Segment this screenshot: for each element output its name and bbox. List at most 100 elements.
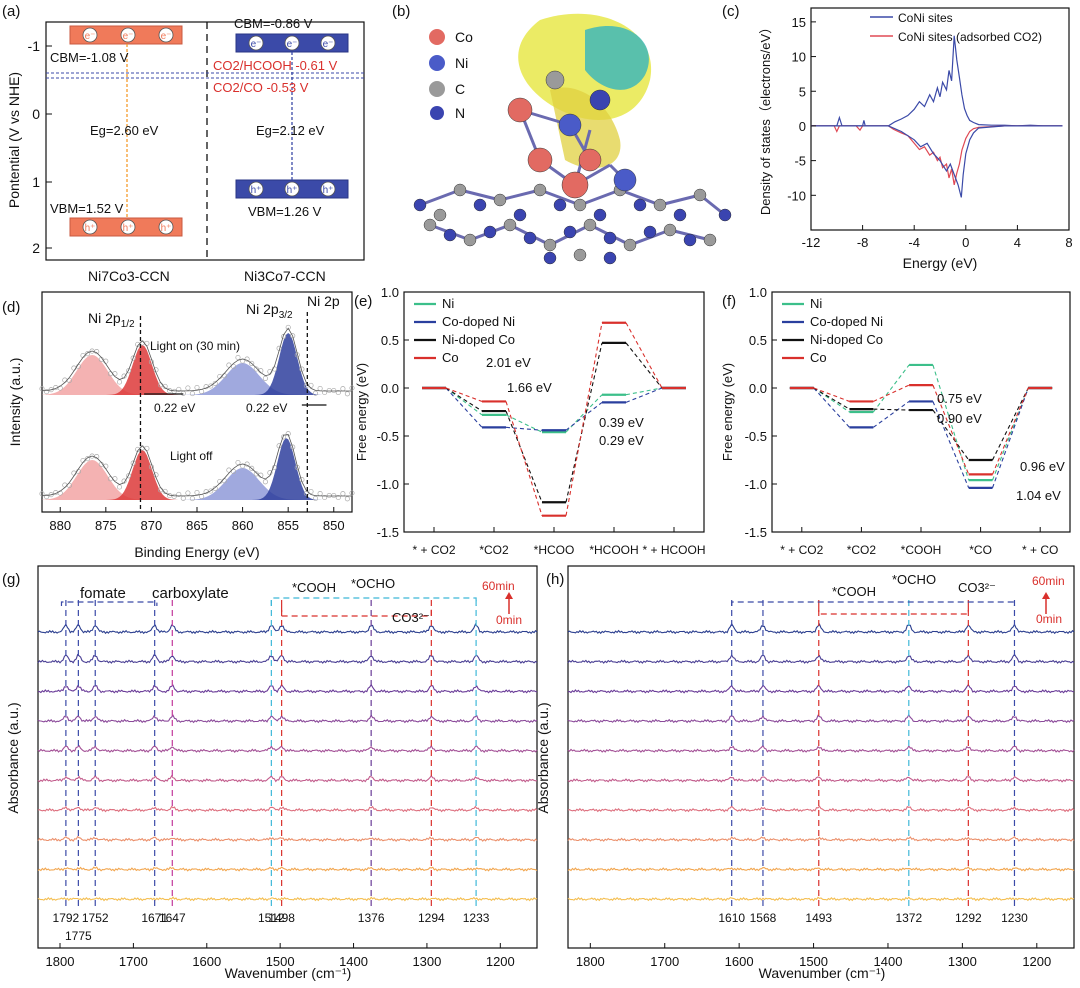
xps-raw-point: [230, 468, 237, 474]
xps-raw-point: [244, 356, 250, 362]
ftir-peak-label: 1292: [955, 911, 982, 925]
xps-raw-point: [331, 387, 337, 394]
ftir-xtick-label: 1400: [339, 954, 368, 969]
atom: [543, 238, 557, 252]
atom: [493, 193, 507, 207]
panel-d: (d) 880 875 870 865 860 855 850 Ni 2p1/2 Ni 2p…: [2, 291, 355, 560]
ftir-peak-label: 1376: [358, 911, 385, 925]
fe-ytick-label: -0.5: [377, 429, 399, 444]
dos-xtick-label: -4: [908, 235, 920, 250]
atom: [443, 228, 457, 242]
dos-xtick-label: -8: [857, 235, 869, 250]
ftir-xtick-label: 1200: [486, 954, 515, 969]
ftir-curve: [37, 653, 538, 664]
ftir-curve: [37, 774, 538, 783]
fe-connector: [872, 364, 910, 413]
ftir-xtick-label: 1500: [266, 954, 295, 969]
dos-ytick-label: 15: [792, 15, 806, 30]
ftir-g-ylabel: Absorbance (a.u.): [5, 702, 21, 813]
fe-e-ann-4: 0.29 eV: [599, 433, 644, 448]
atom: [527, 147, 553, 173]
ftir-xtick-label: 1300: [948, 954, 977, 969]
legend-dot-n: [430, 106, 444, 120]
xps-raw-point: [44, 389, 50, 395]
fe-connector: [873, 408, 910, 411]
fe-category-label: * + CO2: [780, 543, 823, 557]
ftir-peak-label: 1568: [750, 911, 777, 925]
fe-ytick-label: -1.0: [377, 477, 399, 492]
xps-label-ni2p: Ni 2p: [307, 293, 340, 309]
ftir-h-label-co3: CO3²⁻: [958, 580, 996, 595]
ftir-curve: [37, 744, 538, 753]
ftir-peak-label: 1294: [418, 911, 445, 925]
eg-right: Eg=2.12 eV: [256, 123, 325, 138]
xps-light-on: Light on (30 min): [150, 339, 240, 353]
fe-ytick-label: 0.5: [381, 333, 399, 348]
dos-xtick-label: 4: [1014, 235, 1021, 250]
legend-co: Co: [455, 29, 473, 45]
atom: [513, 208, 527, 222]
xps-xlabel: Binding Energy (eV): [134, 544, 259, 560]
xps-raw-point: [230, 363, 237, 369]
xps-raw-point: [189, 391, 195, 397]
xps-raw-point: [171, 493, 177, 499]
fe-legend-label: Co-doped Ni: [810, 314, 883, 329]
xps-raw-point: [290, 444, 296, 450]
fe-legend-label: Ni-doped Co: [810, 332, 883, 347]
xps-raw-point: [39, 491, 45, 497]
atom: [663, 223, 677, 237]
dos-series-line: [811, 125, 1063, 198]
atom: [423, 218, 437, 232]
fe-ytick-label: 1.0: [381, 285, 399, 300]
legend-dot-c: [429, 81, 445, 97]
carrier-label: h⁺: [161, 223, 172, 234]
ftir-h-label-ocho: *OCHO: [892, 572, 936, 587]
dos-series-line: [811, 125, 1063, 186]
panel-h: (h) 1610 1568 1493 1372 1292 1230 1800 1700 1600…: [535, 565, 1075, 981]
atom: [453, 183, 467, 197]
fe-connector: [813, 387, 850, 428]
ftir-xtick-label: 1400: [874, 954, 903, 969]
ftir-group-bracket: [818, 606, 969, 615]
ftir-curve: [567, 896, 1075, 902]
panel-f: (f) 1.0 0.5 0.0 -0.5 -1.0 -1.5 * + CO2 *CO2 *COO…: [720, 285, 1071, 557]
fe-connector: [813, 387, 850, 402]
atom: [623, 238, 637, 252]
fe-category-label: *CO: [969, 543, 992, 557]
dos-xlabel: Energy (eV): [903, 255, 978, 271]
xps-raw-point: [62, 377, 68, 383]
bond: [459, 188, 501, 202]
fe-connector: [932, 384, 970, 475]
ftir-g-time-bottom: 0min: [496, 613, 522, 627]
fe-diagram-f: 1.0 0.5 0.0 -0.5 -1.0 -1.5 * + CO2 *CO2 *COOH *CO…: [745, 285, 1059, 557]
fe-ytick-label: -1.5: [377, 525, 399, 540]
fe-connector: [625, 322, 663, 389]
ftir-peak-label: 1230: [1001, 911, 1028, 925]
dos-series-line: [811, 35, 1063, 127]
xps-envelope: [41, 434, 352, 497]
panel-e: (e) 1.0 0.5 0.0 -0.5 -1.0 -1.5 * + CO2 *CO2 *HCO…: [354, 285, 706, 557]
fe-connector: [625, 387, 663, 403]
xps-component: [42, 333, 352, 395]
fe-connector: [565, 322, 603, 516]
xps-raw-point: [253, 471, 259, 477]
xps-raw-point: [194, 384, 200, 391]
xps-raw-point: [162, 488, 168, 494]
ftir-frame-h: [567, 565, 1075, 949]
panel-label-f: (f): [722, 293, 736, 310]
xps-raw-point: [44, 494, 50, 500]
ftir-curve: [37, 805, 538, 813]
xps-raw-point: [116, 484, 123, 490]
ftir-h-label-cooh: *COOH: [832, 584, 876, 599]
ftir-time-arrowhead: [1042, 592, 1050, 599]
xps-raw-point: [85, 351, 91, 357]
panel-label-d: (d): [2, 299, 20, 316]
xps-raw-point: [317, 385, 323, 392]
legend-n: N: [455, 105, 465, 121]
fe-connector: [932, 401, 970, 489]
fe-f-ann-4: 1.04 eV: [1016, 488, 1061, 503]
xps-shift-1: 0.22 eV: [154, 401, 195, 415]
dos-legend-2: CoNi sites (adsorbed CO2): [898, 30, 1042, 44]
atom: [553, 198, 567, 212]
